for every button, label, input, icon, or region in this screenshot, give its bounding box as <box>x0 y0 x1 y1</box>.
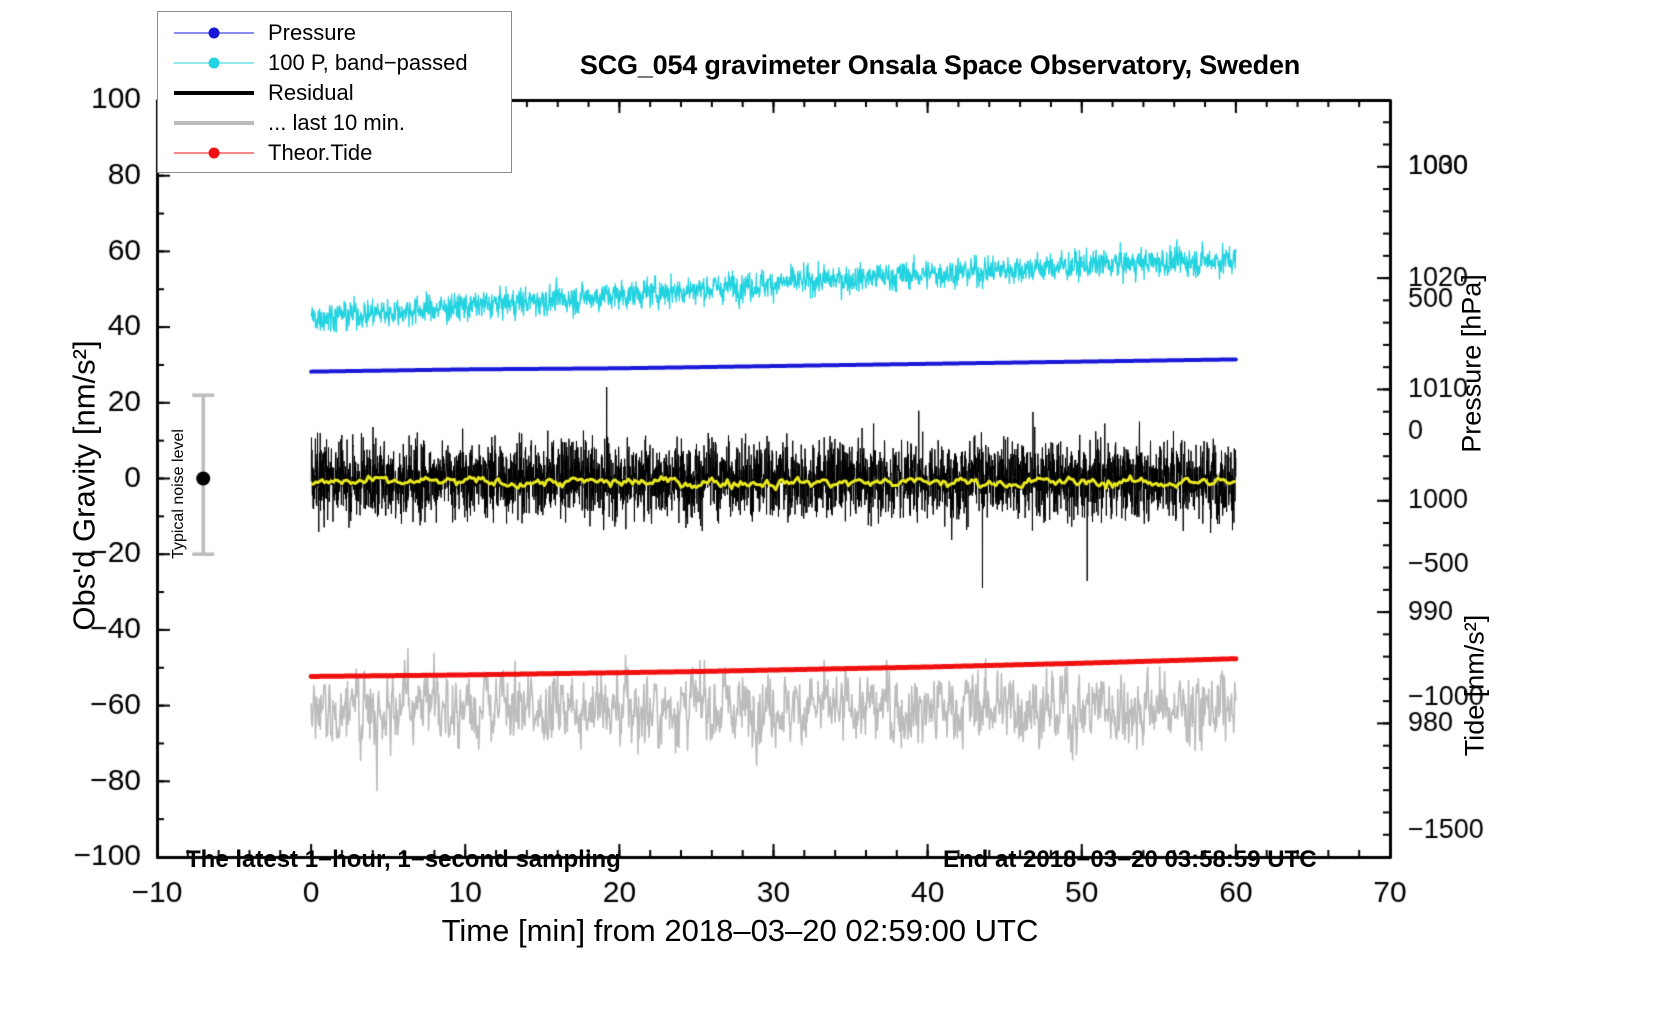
footer-end-time: End at 2018−03−20 03:58:59 UTC <box>943 846 1317 873</box>
x-axis-label: Time [min] from 2018‒03‒20 02:59:00 UTC <box>441 913 1039 948</box>
legend-swatch-icon <box>174 86 254 100</box>
chart-legend: Pressure 100 P, band−passed Residual ... la… <box>157 11 512 173</box>
legend-marker-dot <box>208 27 220 39</box>
legend-item: Pressure <box>158 18 511 48</box>
legend-marker-dot <box>208 57 220 69</box>
legend-item: ... last 10 min. <box>158 108 511 138</box>
legend-item: 100 P, band−passed <box>158 48 511 78</box>
legend-label: ... last 10 min. <box>268 110 405 135</box>
noise-level-annotation-label: Typical noise level <box>170 429 187 559</box>
legend-swatch-icon <box>174 116 254 130</box>
legend-label: Pressure <box>268 20 357 45</box>
y-axis-label-pressure: Pressure [hPa] <box>1456 274 1487 453</box>
legend-item: Residual <box>158 78 511 108</box>
y-axis-label-left: Obs'd Gravity [nm/s²] <box>66 340 102 631</box>
legend-swatch-icon <box>174 56 254 70</box>
chart-title: SCG_054 gravimeter Onsala Space Observat… <box>579 50 1301 80</box>
legend-swatch-icon <box>174 146 254 160</box>
legend-label: 100 P, band−passed <box>268 50 468 75</box>
legend-label: Residual <box>268 80 354 105</box>
legend-label: Theor.Tide <box>268 140 373 165</box>
footer-sampling-note: The latest 1−hour, 1−second sampling <box>186 846 621 873</box>
legend-item: Theor.Tide <box>158 138 511 168</box>
y-axis-label-tide: Tide [nm/s²] <box>1459 614 1490 757</box>
legend-swatch-icon <box>174 26 254 40</box>
legend-marker-dot <box>208 147 220 159</box>
